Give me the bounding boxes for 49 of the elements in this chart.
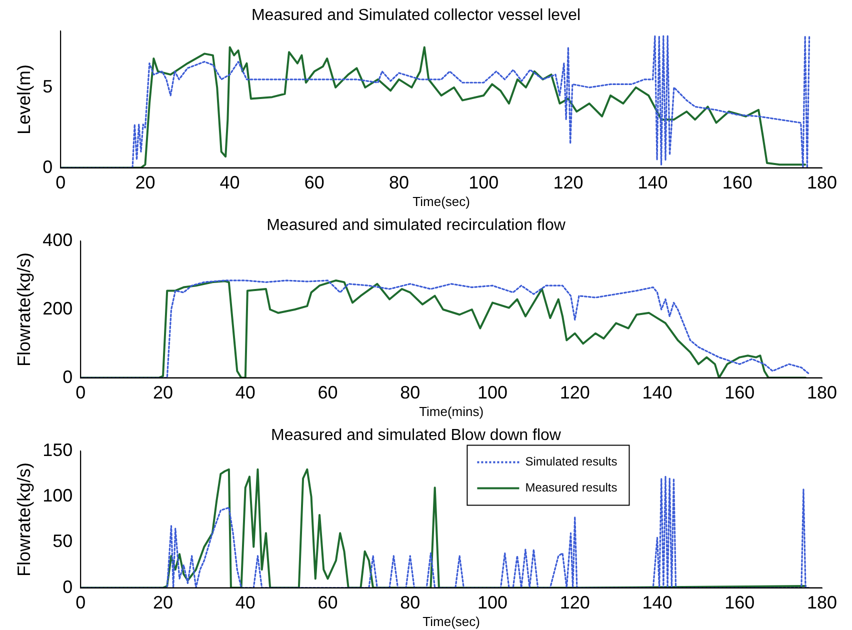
y-tick-label: 5 (42, 76, 53, 96)
chart-title: Measured and Simulated collector vessel level (251, 7, 581, 24)
x-tick-label: 80 (400, 382, 420, 403)
chart-title: Measured and simulated recirculation flow (266, 217, 566, 234)
y-tick-label: 100 (42, 486, 73, 506)
x-tick-label: 40 (235, 382, 256, 403)
x-tick-label: 120 (560, 382, 590, 403)
y-tick-label: 200 (42, 298, 73, 318)
x-tick-label: 100 (477, 382, 508, 403)
y-tick-label: 0 (62, 576, 73, 597)
x-axis-title: Time(sec) (422, 614, 480, 629)
x-tick-label: 60 (318, 382, 338, 403)
x-tick-label: 0 (76, 592, 86, 613)
x-tick-label: 140 (642, 382, 672, 403)
x-tick-label: 100 (477, 592, 508, 613)
y-tick-label: 400 (42, 230, 73, 250)
x-tick-label: 20 (152, 382, 174, 403)
y-axis-title: Flowrate(kg/s) (14, 252, 34, 367)
legend-label: Measured results (525, 480, 618, 495)
y-axis-title: Flowrate(kg/s) (14, 462, 34, 577)
x-tick-label: 40 (235, 592, 256, 613)
y-tick-label: 0 (42, 156, 53, 177)
x-tick-label: 60 (304, 172, 324, 193)
x-tick-label: 60 (318, 592, 338, 613)
x-tick-label: 180 (806, 172, 838, 193)
x-tick-label: 80 (400, 592, 420, 613)
x-tick-label: 180 (806, 592, 838, 613)
x-tick-label: 160 (722, 172, 752, 193)
x-tick-label: 40 (220, 172, 240, 193)
x-tick-label: 80 (388, 172, 410, 193)
x-tick-label: 0 (76, 382, 86, 403)
y-tick-label: 0 (62, 366, 73, 387)
x-tick-label: 20 (152, 592, 174, 613)
chart-title: Measured and simulated Blow down flow (271, 427, 562, 444)
x-tick-label: 140 (642, 592, 672, 613)
x-tick-label: 120 (553, 172, 584, 193)
x-axis-title: Time(mins) (419, 404, 484, 419)
x-tick-label: 100 (468, 172, 499, 193)
x-tick-label: 160 (724, 382, 755, 403)
x-tick-label: 120 (560, 592, 590, 613)
y-axis-title: Level(m) (14, 64, 34, 135)
legend-label: Simulated results (525, 454, 618, 469)
x-tick-label: 140 (638, 172, 668, 193)
x-tick-label: 20 (135, 172, 156, 193)
x-axis-title: Time(sec) (412, 194, 470, 209)
y-tick-label: 50 (52, 531, 73, 552)
y-tick-label: 150 (42, 440, 73, 460)
x-tick-label: 160 (724, 592, 755, 613)
x-tick-label: 180 (806, 382, 838, 403)
